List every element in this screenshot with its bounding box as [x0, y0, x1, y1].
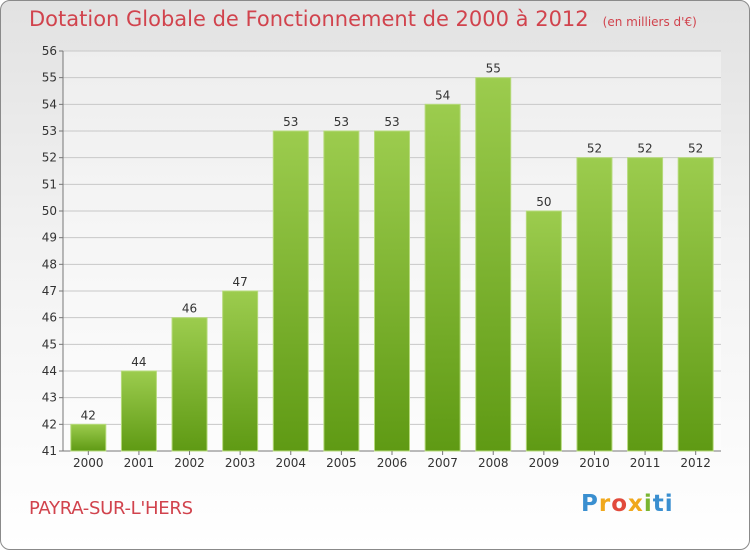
y-tick-label: 44 — [42, 364, 57, 378]
x-tick-label: 2009 — [529, 456, 560, 470]
bar — [475, 77, 512, 452]
x-tick-label: 2000 — [73, 456, 104, 470]
bar — [374, 130, 410, 452]
y-tick-label: 56 — [42, 44, 57, 58]
x-tick-label: 2012 — [680, 456, 711, 470]
bar-value-label: 46 — [182, 302, 197, 316]
x-tick-label: 2007 — [427, 456, 458, 470]
bar-value-label: 52 — [637, 142, 652, 156]
bar-value-label: 50 — [536, 195, 551, 209]
x-tick-label: 2010 — [579, 456, 610, 470]
bar — [171, 317, 208, 452]
bar-value-label: 42 — [81, 408, 96, 422]
place-name: PAYRA-SUR-L'HERS — [29, 498, 193, 519]
bar — [70, 423, 107, 452]
x-tick-label: 2008 — [478, 456, 509, 470]
bar-value-label: 52 — [587, 142, 602, 156]
bar-value-label: 54 — [435, 88, 450, 102]
bar-value-label: 53 — [384, 115, 399, 129]
y-tick-label: 53 — [42, 124, 57, 138]
chart-title-text: Dotation Globale de Fonctionnement de 20… — [29, 7, 589, 31]
bar-value-label: 55 — [486, 62, 501, 76]
x-tick-label: 2005 — [326, 456, 357, 470]
y-tick-label: 46 — [42, 311, 57, 325]
y-tick-label: 42 — [42, 417, 57, 431]
x-tick-label: 2011 — [630, 456, 661, 470]
bar — [525, 210, 562, 452]
y-tick-label: 54 — [42, 97, 57, 111]
bar-value-label: 44 — [131, 355, 146, 369]
bar — [424, 103, 461, 452]
bar-value-label: 47 — [233, 275, 248, 289]
bar — [120, 370, 157, 452]
y-tick-label: 48 — [42, 257, 57, 271]
y-tick-label: 52 — [42, 151, 57, 165]
bar — [576, 157, 613, 452]
y-tick-label: 49 — [42, 231, 57, 245]
bar — [272, 130, 309, 452]
y-tick-label: 43 — [42, 391, 57, 405]
proxiti-logo: Proxiti — [581, 491, 674, 517]
bar — [677, 157, 714, 452]
bar — [222, 290, 259, 452]
x-tick-label: 2004 — [275, 456, 306, 470]
bar — [627, 157, 664, 452]
bar-value-label: 53 — [283, 115, 298, 129]
bar-value-label: 53 — [334, 115, 349, 129]
bar-value-label: 52 — [688, 142, 703, 156]
x-tick-label: 2003 — [225, 456, 256, 470]
y-tick-label: 41 — [42, 444, 57, 458]
y-tick-label: 55 — [42, 71, 57, 85]
y-tick-label: 47 — [42, 284, 57, 298]
x-tick-label: 2002 — [174, 456, 205, 470]
y-tick-label: 51 — [42, 177, 57, 191]
y-tick-label: 45 — [42, 337, 57, 351]
x-tick-label: 2001 — [124, 456, 155, 470]
chart-title: Dotation Globale de Fonctionnement de 20… — [29, 7, 697, 31]
bar — [323, 130, 360, 452]
x-tick-label: 2006 — [377, 456, 408, 470]
y-tick-label: 50 — [42, 204, 57, 218]
chart-subtitle: (en milliers d'€) — [602, 15, 697, 29]
